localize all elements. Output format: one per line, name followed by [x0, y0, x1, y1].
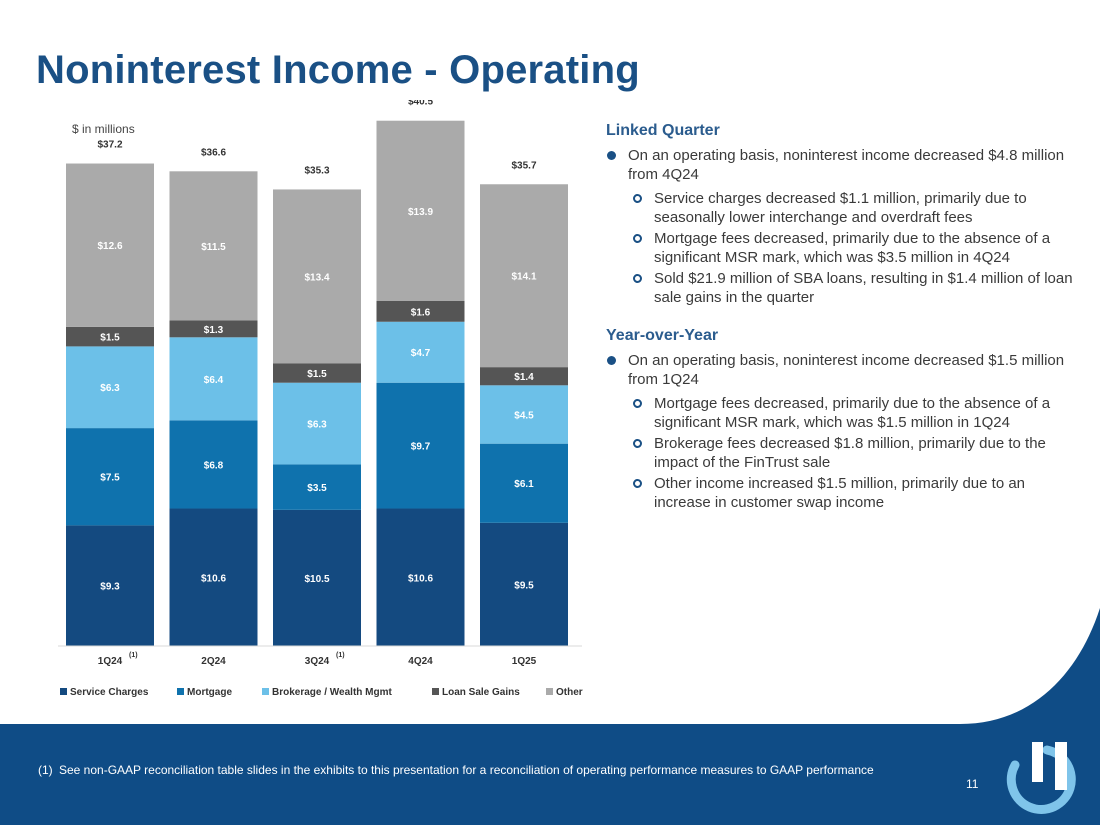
- bar-value-label: $14.1: [511, 272, 536, 283]
- bar-value-label: $6.1: [514, 479, 534, 490]
- legend-label: Mortgage: [187, 687, 232, 698]
- bar-value-label: $6.3: [307, 420, 327, 431]
- x-tick-label: 2Q24: [201, 656, 226, 667]
- legend-swatch: [546, 688, 553, 695]
- logo-bar-left: [1032, 742, 1043, 782]
- bar-value-label: $1.4: [514, 372, 534, 383]
- bar-value-label: $6.3: [100, 383, 120, 394]
- bar-segment: [273, 189, 361, 364]
- bar-segment: [376, 321, 465, 383]
- bar-value-label: $1.6: [411, 307, 431, 318]
- bar-value-label: $3.5: [307, 483, 327, 494]
- x-tick-footnote-marker: (1): [129, 652, 138, 659]
- bar-segment: [376, 300, 465, 322]
- bar-value-label: $6.4: [204, 375, 224, 386]
- bar-value-label: $6.8: [204, 460, 224, 471]
- bar-segment: [169, 320, 258, 338]
- year-over-year-main-bullet: On an operating basis, noninterest incom…: [606, 351, 1076, 389]
- linked-quarter-sub-bullet: Mortgage fees decreased, primarily due t…: [606, 229, 1076, 267]
- x-tick-label: 1Q25: [512, 656, 537, 667]
- bar-segment: [480, 443, 568, 523]
- bar-value-label: $9.7: [411, 442, 431, 453]
- bar-total-label: $36.6: [201, 147, 226, 158]
- bar-value-label: $1.5: [100, 333, 120, 344]
- year-over-year-sub-bullet: Other income increased $1.5 million, pri…: [606, 474, 1076, 512]
- x-tick-footnote-marker: (1): [336, 652, 345, 659]
- legend-swatch: [177, 688, 184, 695]
- bar-segment: [376, 120, 465, 301]
- legend-label: Brokerage / Wealth Mgmt: [272, 687, 393, 698]
- bar-segment: [66, 163, 154, 327]
- bar-value-label: $1.5: [307, 369, 327, 380]
- bar-value-label: $1.3: [204, 325, 224, 336]
- legend: Service Charges Mortgage Brokerage / Wealt…: [60, 687, 583, 698]
- footnote-marker: (1): [38, 763, 53, 777]
- year-over-year-sub-bullet: Brokerage fees decreased $1.8 million, p…: [606, 434, 1076, 472]
- bar-value-label: $7.5: [100, 473, 120, 484]
- footnote-text: See non-GAAP reconciliation table slides…: [59, 763, 874, 777]
- bar-segment: [273, 382, 361, 465]
- bar-segment: [169, 420, 258, 509]
- bar-value-label: $4.5: [514, 410, 534, 421]
- legend-label: Other: [556, 687, 583, 698]
- linked-quarter-sub-bullet: Service charges decreased $1.1 million, …: [606, 189, 1076, 227]
- bar-segment: [66, 428, 154, 526]
- bar-segment: [66, 326, 154, 347]
- year-over-year-sub-bullet: Mortgage fees decreased, primarily due t…: [606, 394, 1076, 432]
- linked-quarter-sub-bullet: Sold $21.9 million of SBA loans, resulti…: [606, 269, 1076, 307]
- legend-label: Loan Sale Gains: [442, 687, 520, 698]
- bar-value-label: $13.9: [408, 207, 433, 218]
- bar-value-label: $9.3: [100, 582, 120, 593]
- bar-segment: [66, 346, 154, 429]
- bars-layer: $9.3 $7.5 $6.3 $1.5 $12.6 $37.2 $10.6 $6.8 $6.4 $…: [66, 100, 568, 646]
- bar-value-label: $4.7: [411, 348, 431, 359]
- bar-total-label: $35.7: [511, 160, 536, 171]
- units-label: $ in millions: [72, 122, 135, 136]
- bar-segment: [169, 337, 258, 421]
- bar-value-label: $10.5: [304, 574, 329, 585]
- x-axis-labels: 1Q24 (1) 2Q24 3Q24 (1) 4Q24 1Q25: [98, 652, 537, 667]
- footnote: (1) See non-GAAP reconciliation table sl…: [38, 762, 918, 778]
- bar-segment: [273, 464, 361, 510]
- stacked-bar-chart: $ in millions $9.3 $7.5 $6.3 $1.5 $12.6 $37.2…: [58, 100, 583, 698]
- legend-label: Service Charges: [70, 687, 149, 698]
- bar-value-label: $13.4: [304, 272, 329, 283]
- bar-total-label: $35.3: [304, 165, 329, 176]
- bar-total-label: $40.5: [408, 100, 433, 108]
- bar-value-label: $10.6: [201, 573, 226, 584]
- page-title: Noninterest Income - Operating: [36, 48, 640, 92]
- legend-swatch: [262, 688, 269, 695]
- x-tick-label: 3Q24: [305, 656, 330, 667]
- bar-segment: [169, 171, 258, 321]
- bar-value-label: $9.5: [514, 580, 534, 591]
- bar-segment: [480, 367, 568, 386]
- logo-arc: [1006, 745, 1076, 814]
- bar-segment: [273, 363, 361, 383]
- bar-value-label: $10.6: [408, 573, 433, 584]
- year-over-year-heading: Year-over-Year: [606, 327, 719, 344]
- legend-swatch: [60, 688, 67, 695]
- bar-value-label: $12.6: [97, 241, 122, 252]
- commentary-panel: Linked Quarter On an operating basis, no…: [606, 122, 1076, 514]
- bar-total-label: $37.2: [97, 140, 122, 151]
- bar-segment: [480, 385, 568, 444]
- logo-bar-right: [1055, 742, 1067, 790]
- x-tick-label: 4Q24: [408, 656, 433, 667]
- bar-segment: [480, 184, 568, 368]
- x-tick-label: 1Q24: [98, 656, 123, 667]
- bar-value-label: $11.5: [201, 242, 226, 253]
- page-number: 11: [966, 777, 979, 791]
- linked-quarter-main-bullet: On an operating basis, noninterest incom…: [606, 146, 1076, 184]
- company-logo: [1006, 742, 1076, 814]
- legend-swatch: [432, 688, 439, 695]
- bar-segment: [376, 382, 465, 509]
- linked-quarter-heading: Linked Quarter: [606, 122, 720, 139]
